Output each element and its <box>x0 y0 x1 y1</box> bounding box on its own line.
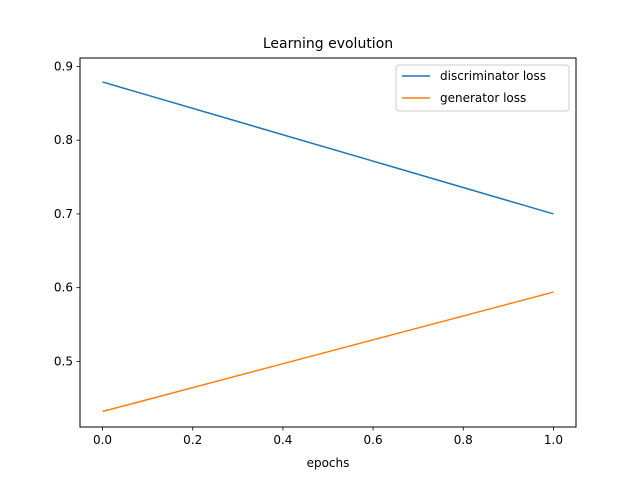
x-axis-label: epochs <box>307 456 350 470</box>
legend-label-0: discriminator loss <box>440 69 546 83</box>
legend: discriminator loss generator loss <box>395 64 570 112</box>
x-tick-label: 0.6 <box>364 433 383 447</box>
x-tick-label: 0.8 <box>454 433 473 447</box>
series-line-1 <box>102 291 554 413</box>
series-line-0 <box>102 81 554 215</box>
plot-area <box>102 81 554 413</box>
legend-box <box>395 64 570 112</box>
y-tick-label: 0.6 <box>54 281 73 295</box>
x-tick-label: 0.0 <box>93 433 112 447</box>
chart-title: Learning evolution <box>263 36 393 52</box>
y-tick-label: 0.5 <box>54 354 73 368</box>
x-tick-label: 1.0 <box>544 433 563 447</box>
axes-frame <box>79 57 577 428</box>
y-tick-label: 0.7 <box>54 207 73 221</box>
y-tick-label: 0.8 <box>54 133 73 147</box>
y-axis-ticks: 0.5 0.6 0.7 0.8 0.9 <box>54 59 80 368</box>
legend-label-1: generator loss <box>440 91 526 105</box>
y-tick-label: 0.9 <box>54 59 73 73</box>
x-tick-label: 0.4 <box>273 433 292 447</box>
x-tick-label: 0.2 <box>183 433 202 447</box>
x-axis-ticks: 0.0 0.2 0.4 0.6 0.8 1.0 <box>93 427 563 447</box>
